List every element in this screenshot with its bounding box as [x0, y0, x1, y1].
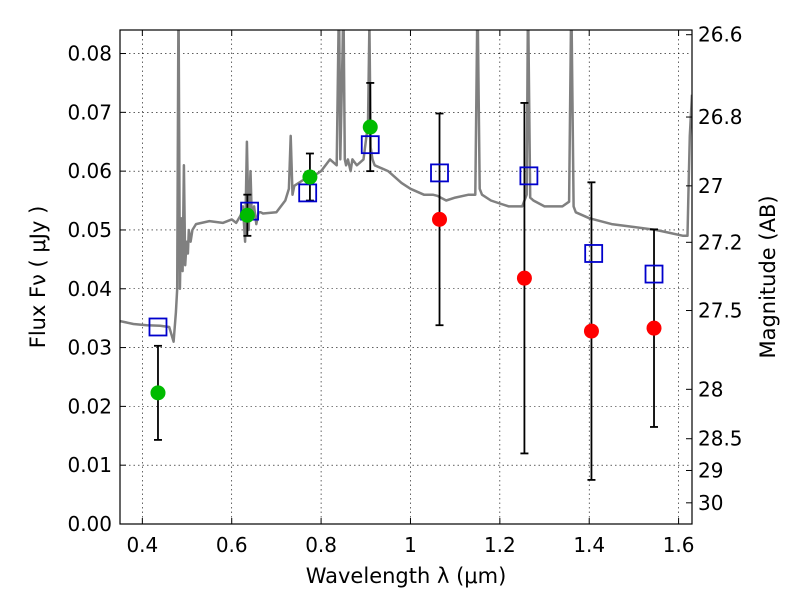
model-bandpass-square	[298, 183, 318, 203]
y2-tick-label: 26.8	[698, 105, 743, 129]
plot-frame	[119, 29, 693, 525]
y2-tick-label: 27.5	[698, 299, 743, 323]
y-tick-label: 0.00	[67, 512, 112, 536]
model-bandpass-square	[148, 317, 168, 337]
x-tick-label: 1.4	[573, 533, 605, 557]
y-tick-label: 0.01	[67, 453, 112, 477]
red-flux-point	[432, 211, 448, 227]
x-tick-label: 0.8	[305, 533, 337, 557]
model-bandpass-square	[644, 264, 664, 284]
red-flux-point	[646, 320, 662, 336]
model-spectrum-line	[120, 30, 692, 343]
x-tick-label: 0.4	[126, 533, 158, 557]
y-tick-label: 0.05	[67, 218, 112, 242]
y-tick-label: 0.03	[67, 336, 112, 360]
y2-axis-label: Magnitude (AB)	[756, 195, 780, 358]
x-tick-label: 1	[404, 533, 417, 557]
y2-tick-label: 28	[698, 377, 723, 401]
detected-flux-point	[362, 119, 378, 135]
y2-tick-label: 27	[698, 174, 723, 198]
detected-flux-point	[150, 385, 166, 401]
model-bandpass-square	[584, 244, 604, 263]
model-bandpass-square	[430, 163, 449, 183]
y2-tick-label: 26.6	[698, 23, 743, 47]
detected-flux-point	[239, 207, 255, 223]
y-tick-label: 0.02	[67, 394, 112, 418]
x-axis: 0.4 0.6 0.8 1 1.2 1.4 1.6	[126, 30, 695, 557]
detected-flux-point	[302, 169, 318, 185]
model-bandpass-square	[519, 166, 539, 186]
red-flux-point	[516, 270, 532, 286]
y-tick-label: 0.06	[67, 159, 112, 183]
y-tick-label: 0.07	[67, 100, 112, 124]
plot-area-background	[120, 30, 692, 524]
x-tick-label: 0.6	[216, 533, 248, 557]
y-tick-label: 0.08	[67, 42, 112, 66]
red-flux-point	[583, 323, 599, 339]
plot-series	[120, 30, 692, 481]
y2-tick-label: 27.2	[698, 230, 743, 254]
x-tick-label: 1.2	[484, 533, 516, 557]
y-axis: 0.00 0.01 0.02 0.03 0.04 0.05 0.06 0.07 0.08	[67, 42, 126, 536]
y2-tick-label: 28.5	[698, 427, 743, 451]
y-axis-label: Flux Fν ( μJy )	[26, 206, 50, 349]
y2-axis: 26.6 26.8 27 27.2 27.5 28 28.5 29 30	[686, 23, 743, 515]
y-tick-label: 0.04	[67, 277, 112, 301]
y2-tick-label: 29	[698, 458, 723, 482]
y2-tick-label: 30	[698, 491, 723, 515]
x-axis-label: Wavelength λ (μm)	[306, 564, 507, 588]
model-bandpass-square	[360, 135, 380, 155]
x-tick-label: 1.6	[663, 533, 695, 557]
